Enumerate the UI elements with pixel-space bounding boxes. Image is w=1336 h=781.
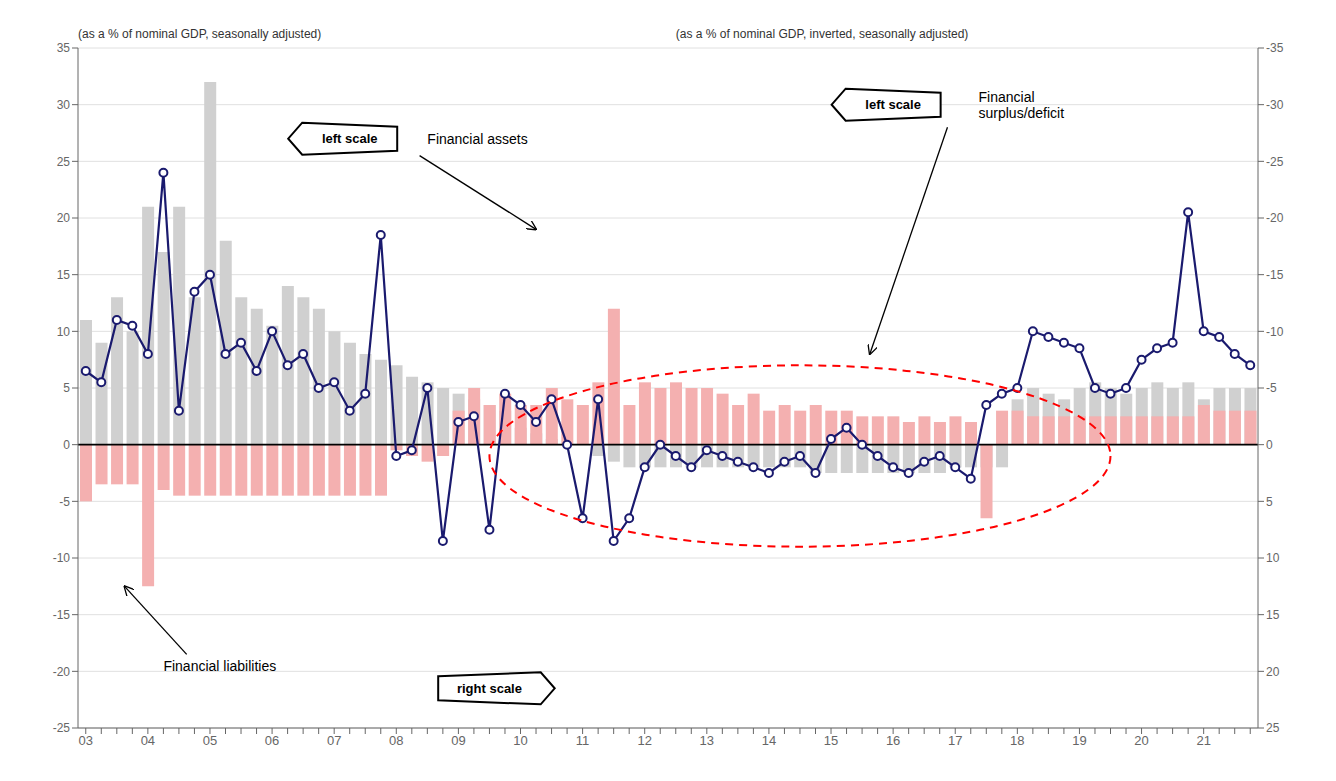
svg-text:-30: -30 [1266,98,1284,112]
svg-text:right scale: right scale [457,681,522,696]
svg-text:06: 06 [265,733,279,748]
svg-text:10: 10 [513,733,527,748]
svg-text:-20: -20 [53,665,71,679]
svg-text:Financial liabilities: Financial liabilities [163,658,276,674]
svg-text:05: 05 [203,733,217,748]
svg-text:(as a % of nominal GDP, invert: (as a % of nominal GDP, inverted, season… [676,27,969,41]
svg-text:-10: -10 [1266,325,1284,339]
svg-text:18: 18 [1010,733,1024,748]
svg-text:20: 20 [57,211,71,225]
svg-text:Financialsurplus/deficit: Financialsurplus/deficit [979,89,1065,121]
svg-text:16: 16 [886,733,900,748]
svg-text:09: 09 [451,733,465,748]
svg-text:-35: -35 [1266,41,1284,55]
svg-text:13: 13 [700,733,714,748]
svg-text:5: 5 [1266,495,1273,509]
svg-text:03: 03 [79,733,93,748]
svg-text:11: 11 [576,733,590,748]
svg-text:25: 25 [57,155,71,169]
svg-text:15: 15 [824,733,838,748]
svg-text:left scale: left scale [322,131,378,146]
svg-text:left scale: left scale [865,97,921,112]
svg-text:08: 08 [389,733,403,748]
svg-text:-15: -15 [53,608,71,622]
svg-text:04: 04 [141,733,155,748]
svg-text:10: 10 [1266,551,1280,565]
svg-text:20: 20 [1134,733,1148,748]
svg-text:-5: -5 [1266,381,1277,395]
svg-text:0: 0 [1266,438,1273,452]
svg-text:-25: -25 [53,721,71,735]
svg-text:-10: -10 [53,551,71,565]
svg-text:(as a % of nominal GDP, season: (as a % of nominal GDP, seasonally adjus… [78,27,321,41]
svg-text:-25: -25 [1266,155,1284,169]
svg-text:15: 15 [57,268,71,282]
svg-text:19: 19 [1072,733,1086,748]
svg-text:35: 35 [57,41,71,55]
svg-text:20: 20 [1266,665,1280,679]
svg-text:14: 14 [762,733,776,748]
svg-text:12: 12 [637,733,651,748]
svg-text:21: 21 [1196,733,1210,748]
svg-text:30: 30 [57,98,71,112]
svg-text:-20: -20 [1266,211,1284,225]
svg-text:5: 5 [63,381,70,395]
svg-text:10: 10 [57,325,71,339]
svg-text:17: 17 [948,733,962,748]
svg-text:25: 25 [1266,721,1280,735]
svg-text:15: 15 [1266,608,1280,622]
svg-text:0: 0 [63,438,70,452]
svg-text:-5: -5 [59,495,70,509]
svg-text:07: 07 [327,733,341,748]
svg-text:Financial assets: Financial assets [427,131,527,147]
svg-text:-15: -15 [1266,268,1284,282]
